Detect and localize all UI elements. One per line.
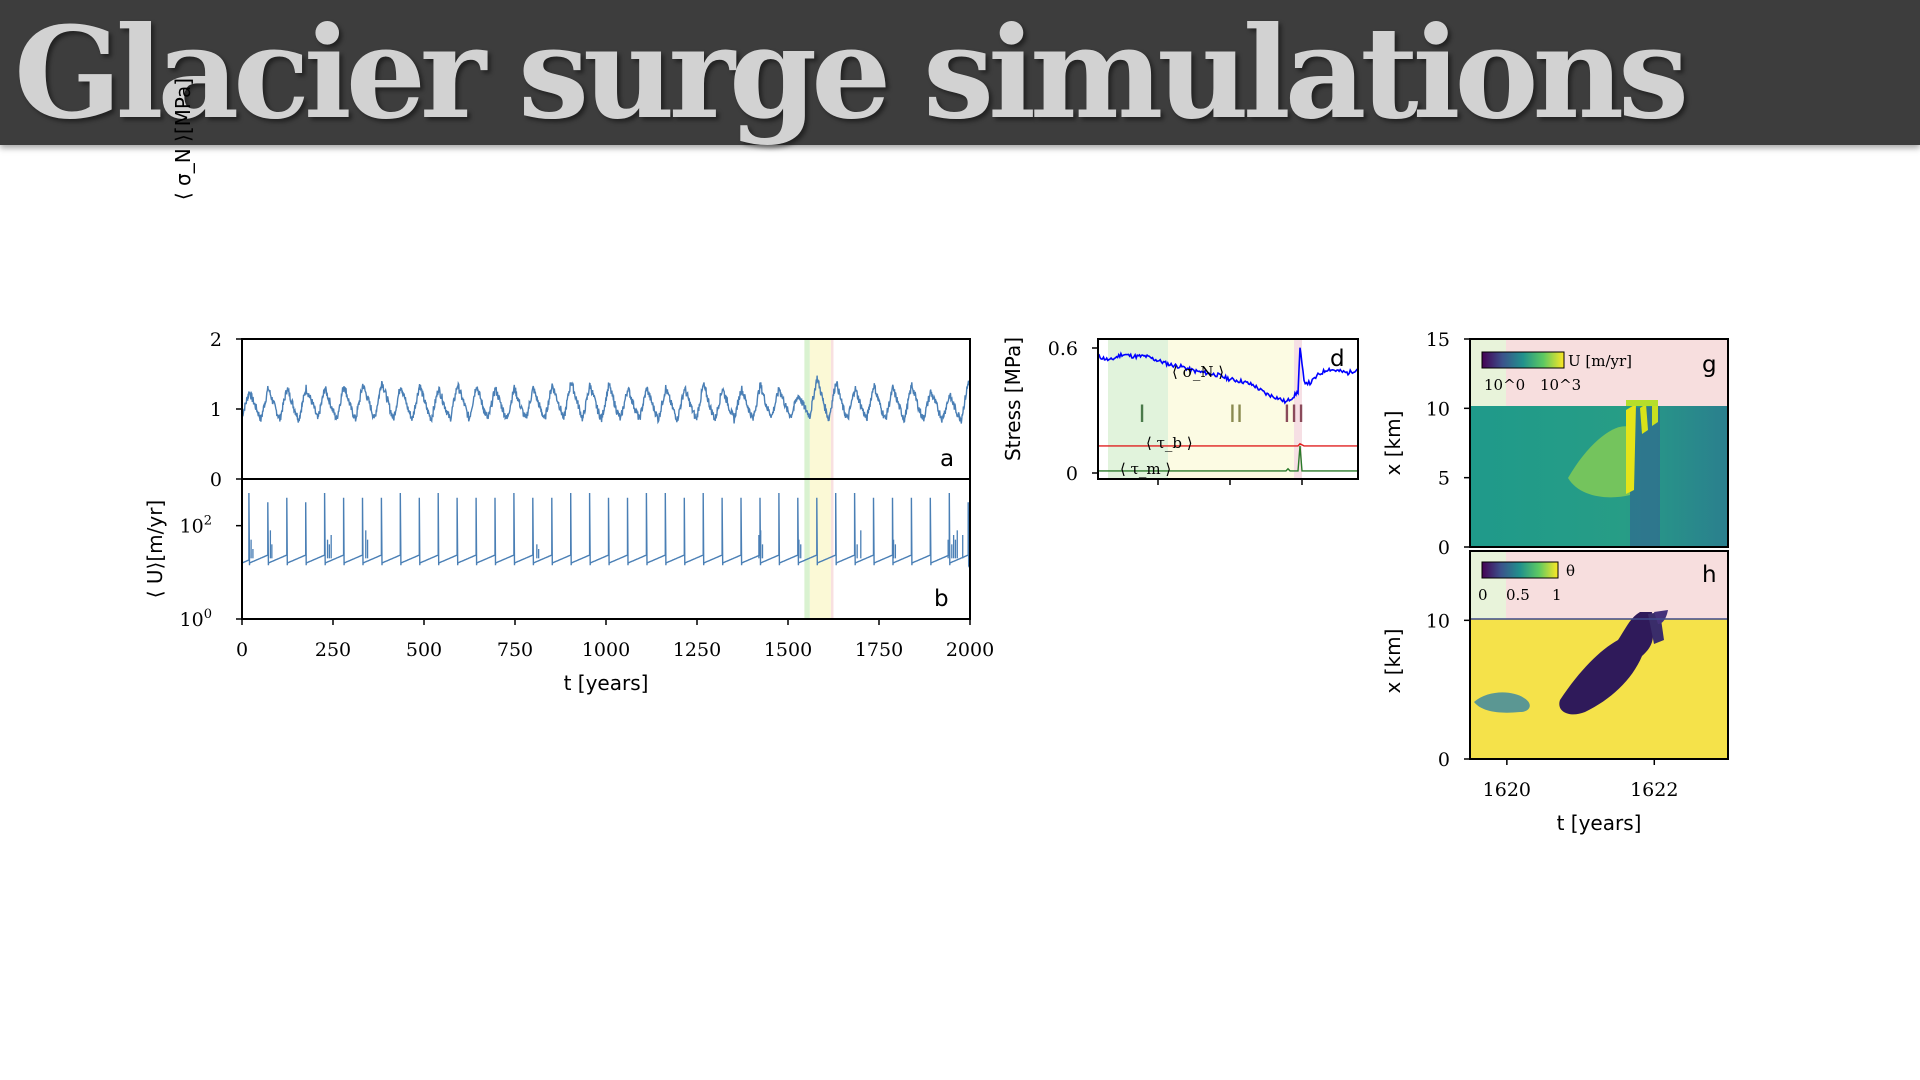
panel-b-xtick-label-7: 1750 [855, 639, 903, 661]
panel-b-xtick-label-3: 750 [497, 639, 533, 661]
panel-g-colorbar-label: U [m/yr] [1568, 352, 1632, 370]
panel-g-frame [1469, 338, 1729, 548]
panel-h-frame [1469, 550, 1729, 760]
panel-b-xtick-label-6: 1500 [764, 639, 812, 661]
panel-b-ytick-label-0: 100 [180, 607, 212, 631]
legend-sigma-n: ⟨ σ_N ⟩ [1172, 363, 1224, 381]
panel-a-shade-0 [804, 339, 810, 479]
title-bar: Glacier surge simulations [0, 0, 1920, 145]
panel-h-lobe-small [1474, 692, 1530, 713]
panel-g-surge-band-2 [1640, 404, 1648, 434]
panel-g-ytick-label-2: 10 [1426, 398, 1450, 420]
panel-b: 100 102 0 250 500 750 1000 1250 1500 1750 2000 ⟨ … [143, 478, 994, 695]
panel-h-xlabel: t [years] [1557, 811, 1642, 835]
panel-h-colorbar [1481, 561, 1559, 579]
panel-d-phase-label-0: I [1138, 400, 1145, 428]
panel-a-ytick-label-2: 2 [210, 329, 222, 351]
panel-d-ylabel: Stress [MPa] [1001, 337, 1025, 461]
panel-d-series-0 [1098, 347, 1358, 405]
panel-g: U [m/yr] 10^0 10^3 0 5 10 15 x [km] g [1381, 329, 1729, 559]
panel-h-cbar-tick-2: 1 [1552, 586, 1562, 604]
panel-g-front-top [1626, 400, 1658, 406]
panel-d-frame [1097, 338, 1359, 480]
panel-b-shade-0 [804, 479, 810, 619]
panel-h-phase-tint [1470, 551, 1506, 619]
panel-h-dark-lobe [1559, 612, 1653, 715]
page-title: Glacier surge simulations [14, 0, 1689, 147]
panel-b-shade-2 [830, 479, 834, 619]
panel-d-ytick-label-1: 0.6 [1048, 338, 1078, 360]
panel-g-ytick-label-0: 0 [1438, 537, 1450, 559]
panel-g-ytick-label-1: 5 [1438, 468, 1450, 490]
panel-d-phase-label-2: III [1283, 400, 1304, 428]
panel-h-cbar-tick-0: 0 [1478, 586, 1488, 604]
panel-h-ytick-label-0: 0 [1438, 749, 1450, 771]
panel-g-surge-band-3 [1652, 400, 1658, 426]
panel-d-phase-shade-0 [1108, 339, 1168, 479]
panel-h-dark-tip [1654, 610, 1668, 624]
panel-g-colorbar [1481, 351, 1565, 369]
legend-tau-b: ⟨ τ_b ⟩ [1146, 434, 1193, 452]
panel-g-letter: g [1702, 352, 1717, 378]
panel-d-phase-label-1: II [1229, 400, 1243, 428]
panel-d-series-2 [1098, 445, 1358, 472]
panel-g-ylabel: x [km] [1381, 411, 1405, 476]
panel-g-ytick-label-3: 15 [1426, 329, 1450, 351]
panel-b-xtick-label-5: 1250 [673, 639, 721, 661]
panel-g-cbar-tick-1: 10^3 [1540, 376, 1581, 394]
panel-b-ytick-label-1: 102 [180, 514, 212, 538]
panel-a-ylabel: ⟨ σ_N ⟩[MPa] [171, 78, 195, 200]
panel-g-heatmap [1470, 339, 1728, 547]
panel-b-xtick-label-2: 500 [406, 639, 442, 661]
panel-a-series-line [242, 375, 970, 425]
panel-b-xtick-label-8: 2000 [946, 639, 994, 661]
panel-h-xtick-label-1: 1622 [1630, 779, 1678, 801]
panel-h-cbar-tick-1: 0.5 [1506, 586, 1530, 604]
legend-tau-m: ⟨ τ_m ⟩ [1120, 460, 1171, 478]
panel-h: θ 0 0.5 1 010 1620 1622 x [km] t [years] … [1381, 550, 1729, 835]
panel-b-ylabel: ⟨ U⟩[m/yr] [143, 500, 167, 599]
panel-d-series-1 [1098, 442, 1358, 447]
panel-g-surge-lobe [1568, 426, 1632, 498]
panel-d-ytick-label-0: 0 [1066, 463, 1078, 485]
panel-d-phase-shade-1 [1168, 339, 1294, 479]
panel-h-heatmap [1470, 551, 1728, 759]
panel-h-letter: h [1702, 562, 1717, 588]
panel-d-letter: d [1330, 346, 1345, 372]
panel-g-surge-band-1 [1626, 404, 1636, 494]
panel-b-shade-1 [809, 479, 831, 619]
panel-d: I II III 00.6 Stress [MPa] ⟨ σ_N ⟩ ⟨ τ_b ⟩… [1001, 337, 1359, 485]
panel-h-ytick-label-1: 10 [1426, 610, 1450, 632]
panel-g-front-shadow [1630, 406, 1660, 547]
panel-h-ylabel: x [km] [1381, 629, 1405, 694]
panel-b-letter: b [934, 586, 949, 612]
panel-b-series-line [242, 492, 970, 568]
panel-d-phase-shade-2 [1294, 339, 1302, 479]
panel-a-shade-1 [809, 339, 831, 479]
panel-a: 0 1 2 ⟨ σ_N ⟩[MPa] a [171, 78, 971, 491]
panel-h-colorbar-label: θ [1566, 562, 1575, 580]
panel-g-cbar-tick-0: 10^0 [1484, 376, 1525, 394]
panel-b-xtick-label-0: 0 [236, 639, 248, 661]
panel-a-ytick-label-1: 1 [210, 399, 222, 421]
panel-a-ytick-label-0: 0 [210, 469, 222, 491]
panel-b-xlabel: t [years] [564, 671, 649, 695]
panel-h-xtick-label-0: 1620 [1483, 779, 1531, 801]
panel-b-xtick-label-4: 1000 [582, 639, 630, 661]
panel-g-phase-tint [1470, 339, 1506, 406]
panel-a-letter: a [940, 446, 954, 472]
panel-a-shade-2 [830, 339, 834, 479]
panel-b-xtick-label-1: 250 [315, 639, 351, 661]
